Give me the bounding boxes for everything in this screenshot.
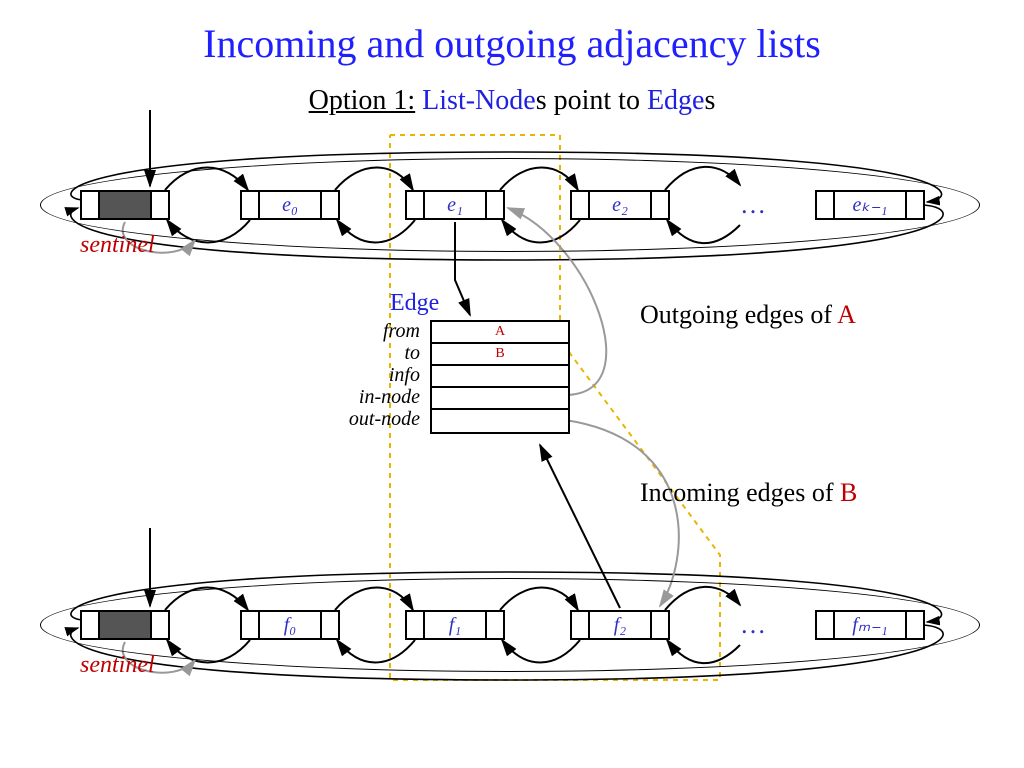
node-label: [100, 612, 150, 638]
page-title: Incoming and outgoing adjacency lists: [0, 20, 1024, 67]
node-label: f₂: [590, 612, 650, 638]
list-node-last: fₘ₋₁: [815, 610, 925, 640]
top-dots: …: [740, 190, 766, 220]
field-out-node: out-node: [320, 408, 420, 430]
edge-to-value: B: [432, 344, 568, 366]
prev-ptr: [82, 612, 100, 638]
next-ptr: [485, 612, 503, 638]
prev-ptr: [407, 192, 425, 218]
prev-ptr: [572, 192, 590, 218]
sentinel-node: [80, 190, 170, 220]
next-ptr: [905, 192, 923, 218]
edge-outnode-value: [432, 410, 568, 432]
list-node: e₀: [240, 190, 340, 220]
prev-ptr: [817, 192, 835, 218]
next-ptr: [650, 192, 668, 218]
next-ptr: [150, 192, 168, 218]
node-label: f₀: [260, 612, 320, 638]
node-label: f₁: [425, 612, 485, 638]
edge-field-labels: from to info in-node out-node: [320, 320, 420, 430]
field-in-node: in-node: [320, 386, 420, 408]
subtitle-edge: Edge: [647, 85, 705, 116]
edge-info-value: [432, 366, 568, 388]
node-label: e₂: [590, 192, 650, 218]
edge-innode-value: [432, 388, 568, 410]
node-label: eₖ₋₁: [835, 192, 905, 218]
list-node: f₀: [240, 610, 340, 640]
next-ptr: [905, 612, 923, 638]
sentinel-label-bottom: sentinel: [80, 652, 155, 679]
subtitle-prefix: Option 1:: [309, 85, 416, 116]
field-info: info: [320, 364, 420, 386]
prev-ptr: [82, 192, 100, 218]
sentinel-label-top: sentinel: [80, 232, 155, 259]
edge-from-value: A: [432, 322, 568, 344]
prev-ptr: [572, 612, 590, 638]
field-to: to: [320, 342, 420, 364]
next-ptr: [650, 612, 668, 638]
node-label: [100, 192, 150, 218]
next-ptr: [485, 192, 503, 218]
list-node-last: eₖ₋₁: [815, 190, 925, 220]
prev-ptr: [242, 192, 260, 218]
list-node: e₂: [570, 190, 670, 220]
list-node: e₁: [405, 190, 505, 220]
edge-label: Edge: [390, 290, 439, 317]
next-ptr: [320, 192, 338, 218]
subtitle-listnode: List-Node: [422, 85, 536, 116]
bottom-dots: …: [740, 610, 766, 640]
sentinel-node: [80, 610, 170, 640]
next-ptr: [150, 612, 168, 638]
prev-ptr: [242, 612, 260, 638]
list-node: f₁: [405, 610, 505, 640]
subtitle: Option 1: List-Nodes point to Edges: [0, 85, 1024, 117]
edge-record: A B: [430, 320, 570, 434]
prev-ptr: [817, 612, 835, 638]
field-from: from: [320, 320, 420, 342]
list-node: f₂: [570, 610, 670, 640]
prev-ptr: [407, 612, 425, 638]
node-label: e₀: [260, 192, 320, 218]
next-ptr: [320, 612, 338, 638]
caption-incoming: Incoming edges of B: [640, 478, 857, 508]
caption-outgoing: Outgoing edges of A: [640, 300, 856, 330]
node-label: e₁: [425, 192, 485, 218]
node-label: fₘ₋₁: [835, 612, 905, 638]
